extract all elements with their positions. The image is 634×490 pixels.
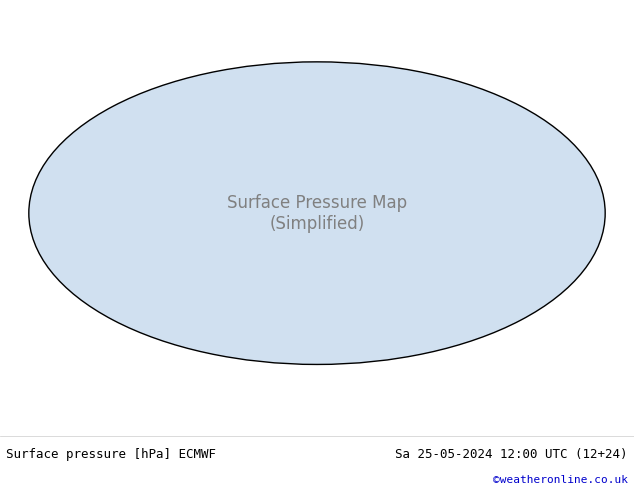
Text: ©weatheronline.co.uk: ©weatheronline.co.uk: [493, 475, 628, 486]
Ellipse shape: [29, 62, 605, 365]
Text: Sa 25-05-2024 12:00 UTC (12+24): Sa 25-05-2024 12:00 UTC (12+24): [395, 448, 628, 462]
Text: Surface pressure [hPa] ECMWF: Surface pressure [hPa] ECMWF: [6, 448, 216, 462]
Text: Surface Pressure Map
(Simplified): Surface Pressure Map (Simplified): [227, 194, 407, 233]
